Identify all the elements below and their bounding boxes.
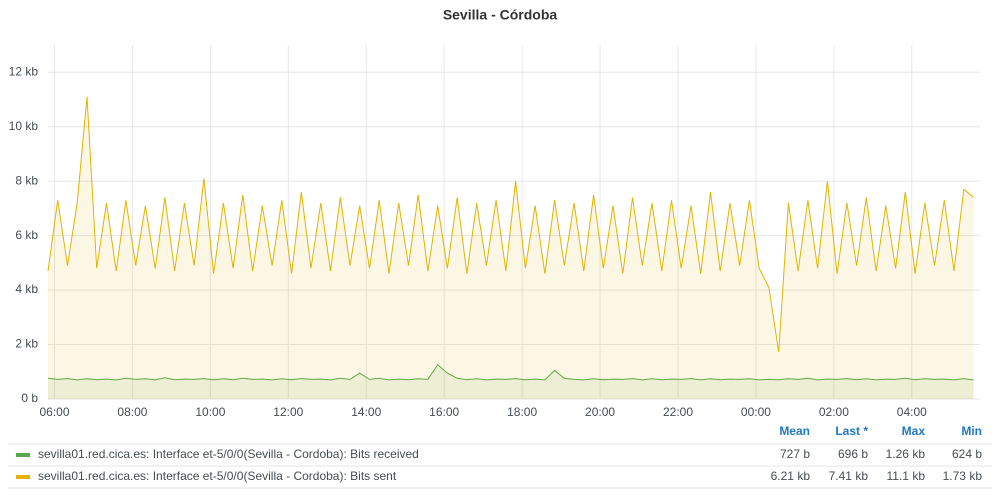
x-tick-label: 18:00 <box>507 405 537 419</box>
series-area <box>48 96 974 399</box>
y-tick-label: 4 kb <box>15 282 38 296</box>
legend-column-header: Last * <box>835 424 868 438</box>
x-tick-label: 06:00 <box>39 405 69 419</box>
legend-value: 1.26 kb <box>886 447 926 461</box>
legend-label: sevilla01.red.cica.es: Interface et-5/0/… <box>38 469 397 483</box>
y-tick-label: 0 b <box>21 391 38 405</box>
series-line <box>47 363 974 381</box>
legend-value: 624 b <box>952 447 982 461</box>
legend-value: 6.21 kb <box>771 469 811 483</box>
legend-swatch <box>16 453 30 457</box>
x-tick-label: 08:00 <box>117 405 147 419</box>
x-tick-label: 04:00 <box>897 405 927 419</box>
x-tick-label: 14:00 <box>351 405 381 419</box>
legend-column-header: Min <box>961 424 982 438</box>
x-tick-label: 22:00 <box>663 405 693 419</box>
y-tick-label: 12 kb <box>9 64 39 78</box>
legend-label: sevilla01.red.cica.es: Interface et-5/0/… <box>38 447 419 461</box>
x-tick-label: 10:00 <box>195 405 225 419</box>
x-tick-label: 00:00 <box>741 405 771 419</box>
legend-value: 7.41 kb <box>829 469 869 483</box>
y-tick-label: 10 kb <box>9 119 39 133</box>
x-tick-label: 02:00 <box>819 405 849 419</box>
x-tick-label: 20:00 <box>585 405 615 419</box>
x-tick-label: 16:00 <box>429 405 459 419</box>
y-tick-label: 6 kb <box>15 228 38 242</box>
series-line <box>47 96 974 352</box>
x-tick-label: 12:00 <box>273 405 303 419</box>
legend-value: 1.73 kb <box>943 469 983 483</box>
legend-column-header: Max <box>902 424 926 438</box>
legend-value: 696 b <box>838 447 868 461</box>
y-tick-label: 2 kb <box>15 337 38 351</box>
y-tick-label: 8 kb <box>15 173 38 187</box>
series-area <box>48 364 974 399</box>
legend-value: 11.1 kb <box>887 469 926 483</box>
legend-swatch <box>16 475 30 479</box>
legend-column-header: Mean <box>779 424 810 438</box>
panel-title: Sevilla - Córdoba <box>443 7 558 23</box>
legend-value: 727 b <box>780 447 810 461</box>
